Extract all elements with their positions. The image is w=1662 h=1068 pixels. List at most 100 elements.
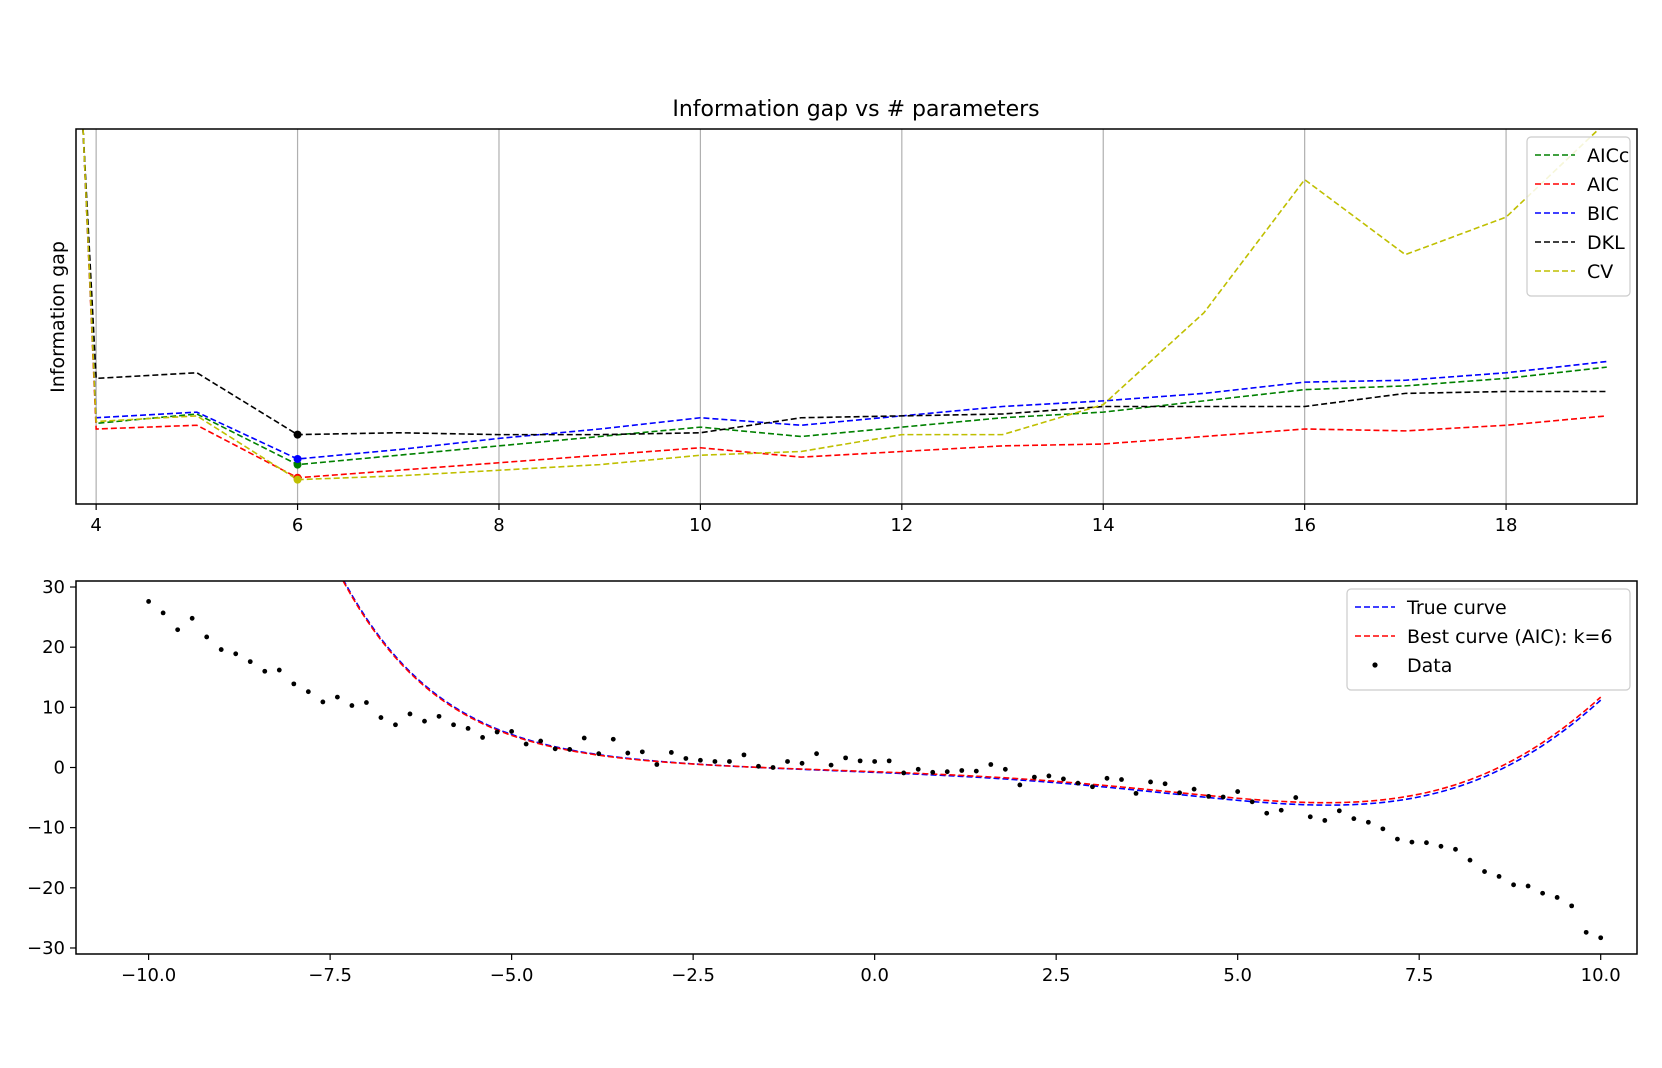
data-point-50 [872, 759, 878, 764]
y2-tick-label-1: 20 [42, 637, 65, 658]
x2-tick-label-8: 10.0 [1581, 965, 1621, 986]
legend-label-aicc: AICc [1587, 145, 1629, 167]
data-point-80 [1307, 814, 1313, 820]
data-point-81 [1322, 818, 1328, 823]
data-point-96 [1540, 890, 1546, 896]
legend-label-dkl: DKL [1587, 232, 1625, 254]
data-point-6 [233, 651, 239, 657]
y2-tick-label-6: −30 [27, 938, 65, 959]
data-point-0 [146, 599, 152, 604]
data-point-76 [1249, 799, 1255, 805]
min-marker-aicc [293, 460, 302, 469]
data-point-17 [393, 722, 398, 728]
y-axis-label: Information gap [47, 241, 69, 393]
minimum-markers [293, 430, 302, 484]
data-point-59 [1002, 766, 1008, 772]
x2-tick-label-3: −2.5 [671, 965, 715, 986]
data-point-66 [1104, 775, 1110, 781]
data-point-20 [436, 713, 442, 719]
data-point-63 [1061, 776, 1066, 782]
y-axis-ticks-2: 30 20 10 0 −10 −20 −30 [27, 577, 76, 959]
legend-label-bic: BIC [1587, 203, 1619, 225]
data-point-73 [1206, 793, 1212, 799]
legend-box [1526, 136, 1631, 297]
data-point-49 [857, 758, 863, 764]
data-point-55 [944, 769, 950, 775]
data-point-95 [1525, 883, 1531, 889]
data-point-31 [596, 751, 602, 757]
data-point-52 [901, 770, 907, 776]
data-point-85 [1380, 826, 1386, 832]
legend2-label-data: Data [1407, 655, 1452, 677]
legend2-label-best-curve-aic-k-6: Best curve (AIC): k=6 [1407, 626, 1613, 648]
x-axis-ticks-2: −10.0 −7.5 −5.0 −2.5 0.0 2.5 5.0 7.5 10.0 [121, 954, 1621, 986]
data-point-8 [262, 668, 268, 674]
y2-tick-label-5: −20 [27, 878, 65, 899]
data-point-69 [1148, 779, 1153, 785]
data-point-62 [1046, 773, 1052, 779]
data-point-26 [523, 741, 529, 747]
series-line-aicc [82, 129, 1607, 466]
data-point-46 [814, 751, 819, 757]
legend-label-aic: AIC [1587, 174, 1619, 196]
data-point-2 [175, 627, 181, 633]
data-point-97 [1554, 895, 1560, 900]
series-lines [82, 129, 1607, 481]
data-point-83 [1351, 816, 1357, 822]
data-point-88 [1424, 840, 1429, 846]
data-point-54 [930, 769, 936, 775]
fit-curves [342, 581, 1602, 806]
x-tick-label-18: 18 [1495, 515, 1518, 536]
legend-2: True curve Best curve (AIC): k=6 Data [1346, 588, 1631, 691]
x2-tick-label-6: 5.0 [1223, 965, 1252, 986]
data-point-12 [320, 699, 326, 705]
x2-tick-label-7: 7.5 [1405, 965, 1434, 986]
data-point-78 [1278, 807, 1284, 813]
x2-tick-label-0: −10.0 [121, 965, 176, 986]
data-point-25 [509, 729, 515, 734]
data-point-89 [1438, 843, 1444, 849]
data-point-100 [1598, 935, 1604, 941]
data-point-27 [538, 738, 544, 744]
x-axis-ticks: 4 6 8 10 12 14 16 18 [90, 504, 1518, 536]
information-gap-chart: Information gap vs # parameters Informat… [47, 97, 1638, 536]
data-point-90 [1453, 846, 1458, 852]
data-point-38 [698, 757, 703, 763]
data-point-1 [160, 610, 166, 616]
data-point-41 [741, 752, 747, 758]
data-point-91 [1467, 857, 1473, 863]
data-point-24 [494, 729, 500, 735]
curve-best-curve-aic-k-6 [342, 581, 1602, 804]
data-point-51 [886, 758, 892, 764]
data-point-35 [654, 762, 660, 767]
data-point-64 [1075, 780, 1081, 786]
legend2-label-true-curve: True curve [1406, 597, 1507, 619]
data-point-14 [349, 703, 355, 708]
data-point-93 [1496, 873, 1502, 879]
data-point-53 [915, 766, 921, 772]
data-point-16 [378, 715, 384, 720]
data-point-3 [189, 615, 195, 621]
data-point-58 [988, 762, 994, 767]
data-point-32 [610, 736, 616, 742]
data-point-84 [1365, 819, 1371, 825]
x-tick-label-8: 8 [493, 515, 504, 536]
curve-true-curve [343, 581, 1602, 806]
x2-tick-label-2: −5.0 [490, 965, 534, 986]
data-point-39 [712, 759, 718, 764]
data-point-23 [480, 735, 485, 740]
series-line-aic [82, 129, 1607, 479]
data-point-82 [1336, 808, 1342, 814]
data-point-34 [639, 749, 645, 755]
data-point-9 [276, 667, 282, 673]
series-line-cv [82, 129, 1601, 481]
x-tick-label-6: 6 [292, 515, 303, 536]
data-point-36 [668, 750, 674, 755]
x-tick-label-14: 14 [1092, 515, 1115, 536]
data-point-79 [1293, 795, 1299, 800]
data-point-40 [727, 759, 732, 764]
data-point-21 [451, 722, 456, 728]
x-tick-label-12: 12 [890, 515, 913, 536]
data-point-75 [1235, 789, 1241, 794]
